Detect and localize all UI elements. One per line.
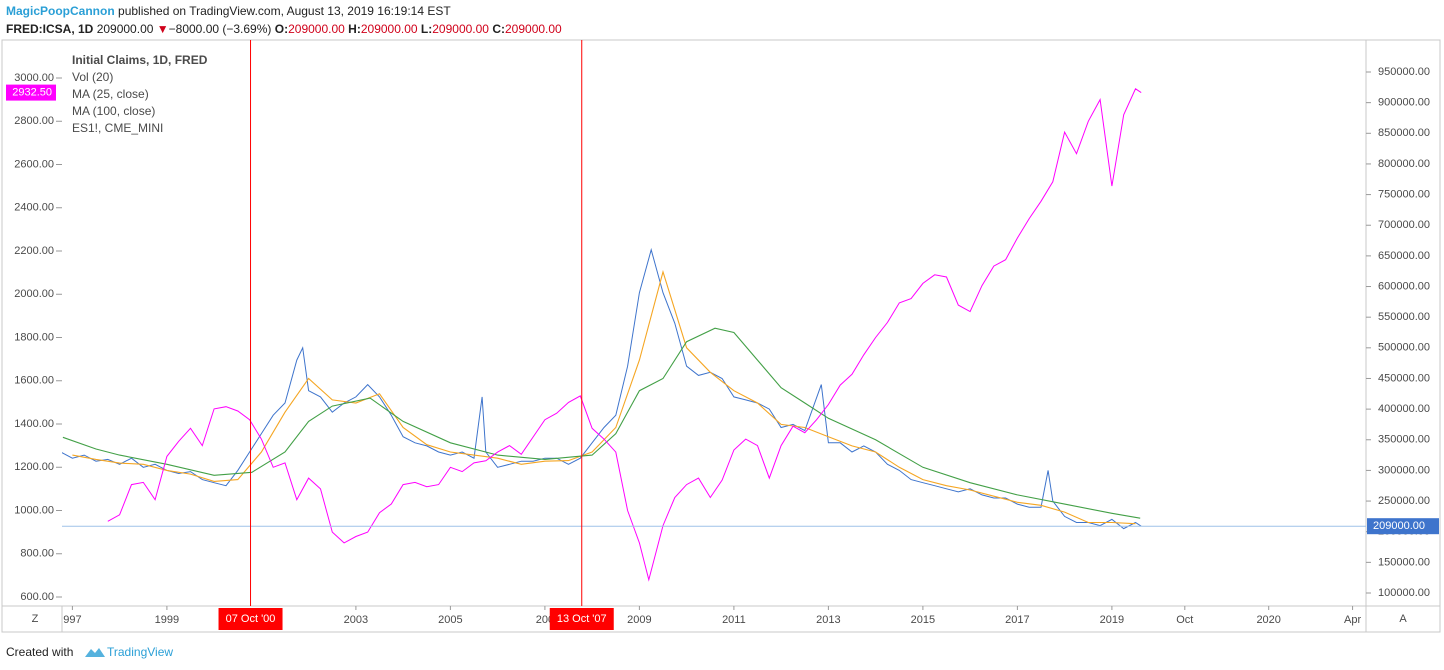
frame bbox=[1, 39, 1441, 633]
y2-tick-label: 950000.00 bbox=[1378, 66, 1430, 78]
y-tick-label: 2600.00 bbox=[14, 158, 54, 170]
x-tick-label: 2011 bbox=[722, 614, 746, 626]
legend-item: ES1!, CME_MINI bbox=[72, 121, 163, 135]
y2-tick-label: 600000.00 bbox=[1378, 280, 1430, 292]
field-value: 209000.00 bbox=[288, 22, 345, 36]
x-tick-label: Oct bbox=[1176, 614, 1193, 626]
y2-tick-label: 500000.00 bbox=[1378, 342, 1430, 354]
x-tick-label: 2005 bbox=[438, 614, 462, 626]
y2-tick-label: 100000.00 bbox=[1378, 587, 1430, 599]
quote: FRED:ICSA, 1D 209000.00 ▼−8000.00 (−3.69… bbox=[6, 22, 562, 36]
legend-item: Initial Claims, 1D, FRED bbox=[72, 53, 208, 67]
y2-tick-label: 450000.00 bbox=[1378, 372, 1430, 384]
x-tick-label: 2015 bbox=[911, 614, 935, 626]
legend-item: Vol (20) bbox=[72, 70, 113, 84]
field-value: 209000.00 bbox=[505, 22, 562, 36]
field-label: H: bbox=[348, 22, 361, 36]
series-line bbox=[62, 247, 1142, 530]
y-tick-label: 1400.00 bbox=[14, 418, 54, 430]
y2-tick-label: 550000.00 bbox=[1378, 311, 1430, 323]
field-label: C: bbox=[492, 22, 505, 36]
field-label: O: bbox=[274, 22, 289, 36]
x-tick-label: 1999 bbox=[155, 614, 179, 626]
series-line bbox=[72, 269, 1136, 525]
field-label: L: bbox=[420, 22, 433, 36]
series-line bbox=[62, 327, 1141, 519]
author[interactable]: MagicPoopCannon bbox=[6, 4, 115, 18]
y2-tick-label: 850000.00 bbox=[1378, 127, 1430, 139]
symbol: FRED:ICSA, 1D bbox=[6, 22, 94, 36]
y-tick-label: 2800.00 bbox=[14, 115, 54, 127]
y-tick-label: 1000.00 bbox=[14, 504, 54, 516]
header: MagicPoopCannon published on TradingView… bbox=[6, 4, 451, 18]
legend-item: MA (100, close) bbox=[72, 104, 155, 118]
y-tick-label: 2400.00 bbox=[14, 202, 54, 214]
plot bbox=[62, 88, 1142, 582]
footer-brand[interactable]: TradingView bbox=[107, 645, 173, 659]
footer-text: Created with bbox=[6, 645, 73, 659]
field-value: 209000.00 bbox=[360, 22, 418, 36]
x-tick-label: 2003 bbox=[344, 614, 368, 626]
y2-tick-label: 700000.00 bbox=[1378, 219, 1430, 231]
y2-tick-label: 650000.00 bbox=[1378, 250, 1430, 262]
event-tag bbox=[549, 608, 614, 630]
y-tick-label: 3000.00 bbox=[14, 72, 54, 84]
event-tag bbox=[218, 608, 283, 630]
legend-item: MA (25, close) bbox=[72, 87, 149, 101]
published: published on TradingView.com, August 13,… bbox=[118, 4, 451, 18]
close: 209000.00 bbox=[96, 22, 154, 36]
footer-logo bbox=[85, 648, 105, 657]
field-value: 209000.00 bbox=[432, 22, 489, 36]
y-tick-label: 2200.00 bbox=[14, 245, 54, 257]
y2-tick-label: 300000.00 bbox=[1378, 464, 1430, 476]
x-tick-label: 2009 bbox=[627, 614, 651, 626]
x-tick-label: 997 bbox=[63, 614, 81, 626]
x-tick-label: 2013 bbox=[816, 614, 840, 626]
zoom-button[interactable]: Z bbox=[32, 613, 39, 625]
change: −8000.00 (−3.69%) bbox=[168, 22, 272, 36]
x-tick-label: 2017 bbox=[1005, 614, 1029, 626]
arrow: ▼ bbox=[156, 22, 169, 36]
event-tag-label: 13 Oct '07 bbox=[557, 613, 607, 625]
y2-tick-label: 150000.00 bbox=[1378, 556, 1430, 568]
price-tag-label: 2932.50 bbox=[12, 87, 52, 99]
y2-tick-label: 250000.00 bbox=[1378, 495, 1430, 507]
y-tick-label: 2000.00 bbox=[14, 288, 54, 300]
y-tick-label: 800.00 bbox=[20, 548, 54, 560]
price-tag bbox=[6, 84, 56, 101]
y-tick-label: 600.00 bbox=[20, 591, 54, 603]
x-tick-label: 2019 bbox=[1100, 614, 1124, 626]
y-tick-label: 1800.00 bbox=[14, 331, 54, 343]
event-tag-label: 07 Oct '00 bbox=[226, 613, 276, 625]
x-tick-label: Apr bbox=[1344, 614, 1361, 626]
y-tick-label: 1200.00 bbox=[14, 461, 54, 473]
x-tick-label: 2020 bbox=[1256, 614, 1280, 626]
price-tag-label: 209000.00 bbox=[1373, 520, 1425, 532]
y2-tick-label: 400000.00 bbox=[1378, 403, 1430, 415]
y2-tick-label: 800000.00 bbox=[1378, 158, 1430, 170]
y2-tick-label: 900000.00 bbox=[1378, 97, 1430, 109]
y2-tick-label: 350000.00 bbox=[1378, 434, 1430, 446]
y-tick-label: 1600.00 bbox=[14, 375, 54, 387]
price-tag bbox=[1367, 518, 1439, 535]
y2-tick-label: 750000.00 bbox=[1378, 188, 1430, 200]
auto-button[interactable]: A bbox=[1399, 613, 1407, 625]
x-tick-label: 200 bbox=[536, 614, 554, 626]
series-line bbox=[107, 88, 1142, 582]
